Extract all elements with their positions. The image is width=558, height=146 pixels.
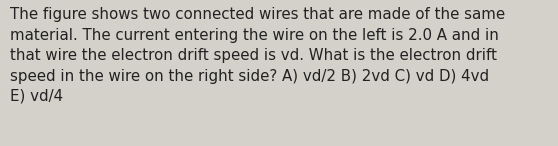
Text: The figure shows two connected wires that are made of the same
material. The cur: The figure shows two connected wires tha… (10, 7, 505, 104)
